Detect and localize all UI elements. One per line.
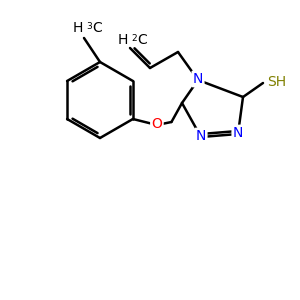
Text: H: H bbox=[118, 33, 128, 47]
Text: SH: SH bbox=[267, 75, 286, 89]
Text: N: N bbox=[196, 129, 206, 143]
Text: N: N bbox=[193, 72, 203, 86]
Text: 3: 3 bbox=[86, 22, 92, 31]
Text: 2: 2 bbox=[131, 34, 136, 43]
Text: O: O bbox=[152, 117, 162, 131]
Text: C: C bbox=[137, 33, 147, 47]
Text: H: H bbox=[73, 21, 83, 35]
Text: C: C bbox=[92, 21, 102, 35]
Text: N: N bbox=[233, 126, 243, 140]
